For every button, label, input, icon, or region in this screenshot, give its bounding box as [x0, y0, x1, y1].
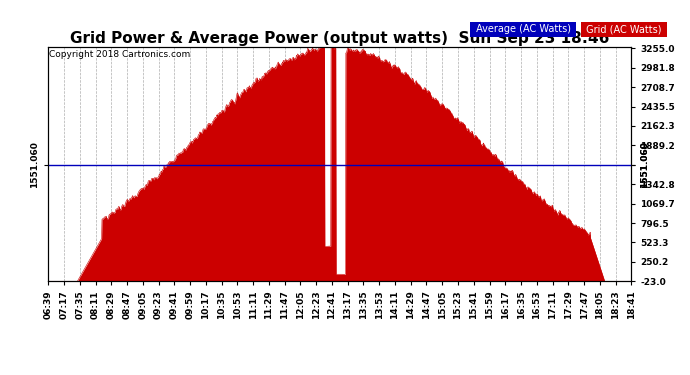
Title: Grid Power & Average Power (output watts)  Sun Sep 23 18:46: Grid Power & Average Power (output watts…	[70, 31, 609, 46]
Text: Average (AC Watts): Average (AC Watts)	[473, 24, 574, 34]
Text: Grid (AC Watts): Grid (AC Watts)	[583, 24, 664, 34]
Text: Copyright 2018 Cartronics.com: Copyright 2018 Cartronics.com	[50, 50, 190, 59]
